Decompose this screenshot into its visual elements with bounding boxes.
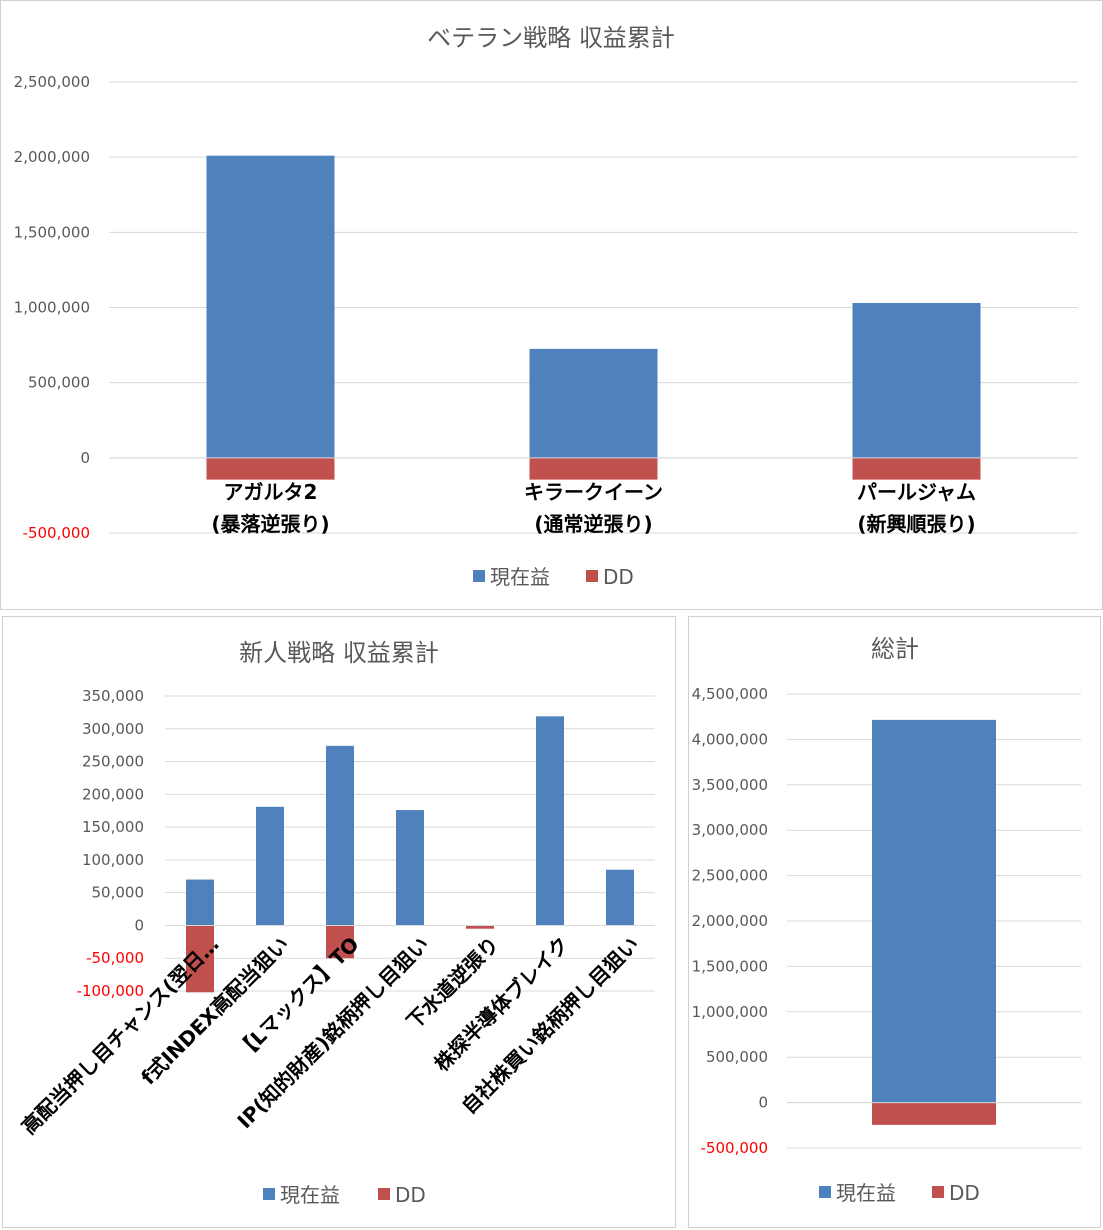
y-tick-label: 2,000,000 [14, 148, 90, 166]
profit-bar [256, 806, 284, 926]
profit-bar [326, 745, 354, 926]
category-label-line: アガルタ2 [224, 480, 318, 504]
legend-swatch-profit [263, 1188, 275, 1200]
category-label: キラークイーン (通常逆張り) [524, 480, 663, 536]
y-tick-label: 1,000,000 [692, 1003, 768, 1021]
profit-bar [396, 810, 424, 926]
y-tick-label: -500,000 [701, 1139, 768, 1157]
category-label-line: (暴落逆張り) [211, 512, 329, 536]
legend-label-profit: 現在益 [280, 1183, 340, 1207]
y-tick-label: -50,000 [86, 949, 144, 967]
legend-swatch-dd [378, 1188, 390, 1200]
legend-swatch-profit [473, 570, 485, 582]
y-tick-label: 250,000 [82, 753, 144, 771]
rookie-chart-panel: 新人戦略 収益累計 -100,000 -50,000 0 50,000 100,000 1… [2, 616, 676, 1228]
veteran-chart: ベテラン戦略 収益累計 -500,000 0 500,000 1,000,000 1,5… [14, 24, 1078, 589]
dd-bar [466, 925, 494, 929]
y-tick-label: 1,500,000 [692, 957, 768, 975]
y-tick-label: 4,500,000 [692, 685, 768, 703]
y-tick-label: 100,000 [82, 851, 144, 869]
profit-bar [872, 719, 996, 1103]
y-tick-label: 1,000,000 [14, 299, 90, 317]
y-tick-label: 500,000 [28, 374, 90, 392]
total-chart-panel: 総計 -500,000 0 500,000 1,000,000 1,500,000 2,0… [688, 616, 1101, 1228]
legend-label-dd: DD [949, 1181, 980, 1205]
y-tick-label: 0 [134, 916, 144, 934]
category-label-line: (通常逆張り) [534, 512, 652, 536]
legend-label-dd: DD [395, 1183, 426, 1207]
chart-title: 新人戦略 収益累計 [239, 639, 439, 667]
y-tick-label: -500,000 [23, 524, 90, 542]
y-tick-label: 3,500,000 [692, 776, 768, 794]
category-label: アガルタ2 (暴落逆張り) [211, 480, 329, 536]
y-tick-label: 1,500,000 [14, 223, 90, 241]
y-tick-label: 2,500,000 [14, 73, 90, 91]
rookie-chart: 新人戦略 収益累計 -100,000 -50,000 0 50,000 100,000 1… [17, 639, 655, 1207]
profit-bar [852, 302, 981, 458]
legend-label-profit: 現在益 [836, 1181, 896, 1205]
dd-bar [186, 925, 214, 993]
y-tick-label: 2,000,000 [692, 912, 768, 930]
legend-label-dd: DD [603, 565, 634, 589]
y-tick-label: 150,000 [82, 818, 144, 836]
profit-bar [529, 348, 658, 458]
y-tick-label: 350,000 [82, 687, 144, 705]
y-tick-label: 4,000,000 [692, 730, 768, 748]
chart-title: 総計 [871, 635, 919, 663]
profit-bar [186, 879, 214, 926]
y-tick-label: 300,000 [82, 720, 144, 738]
category-label-line: (新興順張り) [857, 512, 975, 536]
y-tick-label: 2,500,000 [692, 867, 768, 885]
veteran-chart-panel: ベテラン戦略 収益累計 -500,000 0 500,000 1,000,000 1,5… [0, 0, 1103, 610]
category-label-line: パールジャム [857, 480, 976, 504]
chart-title: ベテラン戦略 収益累計 [427, 24, 675, 52]
y-tick-label: 200,000 [82, 785, 144, 803]
category-label-line: キラークイーン [524, 480, 663, 504]
y-tick-label: 3,000,000 [692, 821, 768, 839]
legend-swatch-dd [586, 570, 598, 582]
y-tick-label: 0 [80, 449, 90, 467]
legend-swatch-profit [819, 1186, 831, 1198]
dd-bar [872, 1102, 996, 1125]
y-tick-label: -100,000 [77, 982, 144, 1000]
dd-bar [529, 457, 658, 480]
profit-bar [536, 716, 564, 926]
legend-swatch-dd [932, 1186, 944, 1198]
profit-bar [606, 869, 634, 926]
category-label: 株探半導体ブレイク [430, 932, 574, 1076]
dd-bar [326, 925, 354, 959]
category-label: パールジャム (新興順張り) [857, 480, 976, 536]
y-tick-label: 500,000 [706, 1048, 768, 1066]
profit-bar [206, 155, 335, 458]
legend-label-profit: 現在益 [490, 565, 550, 589]
dd-bar [852, 457, 981, 480]
y-tick-label: 0 [758, 1094, 768, 1112]
total-chart: 総計 -500,000 0 500,000 1,000,000 1,500,000 2,0… [692, 635, 1081, 1205]
dd-bar [206, 457, 335, 480]
y-tick-label: 50,000 [92, 884, 145, 902]
category-label: 【Lマックス】TO [231, 932, 363, 1064]
